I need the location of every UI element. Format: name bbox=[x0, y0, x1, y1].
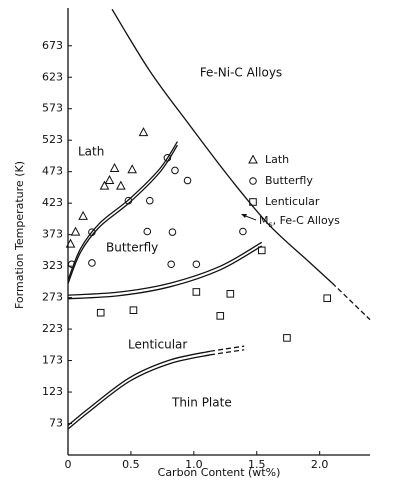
marker-circle bbox=[163, 154, 172, 162]
y-tick-label: 523 bbox=[42, 133, 63, 146]
boundary-curve bbox=[111, 8, 333, 284]
boundary-curve bbox=[67, 354, 211, 430]
legend-marker bbox=[248, 154, 258, 164]
y-tick-label: 673 bbox=[42, 39, 63, 52]
marker-circle bbox=[167, 260, 175, 269]
marker-circle bbox=[168, 228, 177, 236]
boundary-curve bbox=[67, 144, 179, 284]
marker-circle bbox=[88, 228, 96, 236]
boundary-curve bbox=[67, 141, 179, 281]
marker-square bbox=[226, 290, 235, 298]
marker-triangle bbox=[138, 127, 149, 137]
marker-triangle bbox=[78, 210, 88, 220]
legend-label: Lenticular bbox=[265, 195, 320, 208]
x-tick-label: 0.5 bbox=[122, 458, 140, 471]
boundary-curve bbox=[331, 282, 371, 321]
marker-square bbox=[96, 308, 105, 317]
x-tick-label: 1.5 bbox=[248, 458, 266, 471]
marker-triangle bbox=[116, 180, 126, 190]
annotation: Ms, Fe-C Alloys bbox=[259, 214, 340, 229]
marker-circle bbox=[183, 176, 192, 185]
y-tick-label: 573 bbox=[42, 102, 63, 115]
marker-triangle bbox=[127, 164, 138, 174]
x-tick-label: 0 bbox=[65, 458, 72, 471]
marker-triangle bbox=[109, 162, 120, 173]
y-tick-label: 173 bbox=[42, 354, 63, 367]
annotation-text: , Fe-C Alloys bbox=[273, 214, 341, 227]
marker-square bbox=[192, 288, 201, 296]
marker-square bbox=[283, 334, 291, 342]
y-tick-label: 223 bbox=[42, 322, 63, 335]
y-tick-label: 373 bbox=[42, 228, 63, 241]
y-axis-label: Formation Temperature (K) bbox=[13, 161, 26, 309]
y-tick-label: 473 bbox=[42, 165, 63, 178]
arrow-head bbox=[241, 214, 247, 218]
y-tick-label: 323 bbox=[42, 259, 63, 272]
legend-marker bbox=[249, 177, 257, 185]
y-tick-label: 73 bbox=[49, 417, 63, 430]
annotation-subscript: s bbox=[269, 220, 273, 229]
marker-circle bbox=[192, 260, 201, 269]
boundary-curve bbox=[67, 245, 263, 300]
region-label: Lenticular bbox=[128, 338, 187, 352]
chart-title: Fe-Ni-C Alloys bbox=[200, 66, 282, 80]
marker-square bbox=[323, 294, 332, 303]
boundary-curve bbox=[210, 349, 245, 356]
y-tick-label: 423 bbox=[42, 196, 63, 209]
marker-triangle bbox=[104, 174, 115, 185]
marker-triangle bbox=[70, 226, 81, 236]
marker-square bbox=[216, 312, 225, 320]
boundary-curve bbox=[210, 345, 245, 352]
marker-circle bbox=[143, 227, 152, 236]
x-axis-label: Carbon Content (wt%) bbox=[158, 466, 281, 479]
marker-circle bbox=[67, 260, 76, 269]
boundary-curve bbox=[67, 241, 263, 296]
marker-circle bbox=[88, 259, 96, 267]
x-tick-label: 2.0 bbox=[311, 458, 329, 471]
annotation-symbol: M bbox=[259, 214, 269, 227]
marker-triangle bbox=[99, 180, 110, 190]
boundary-curve bbox=[67, 350, 211, 427]
legend-label: Butterfly bbox=[265, 174, 313, 187]
y-tick-label: 623 bbox=[42, 70, 63, 83]
marker-circle bbox=[124, 196, 133, 205]
region-label: Butterfly bbox=[106, 241, 158, 255]
y-tick-label: 123 bbox=[42, 385, 63, 398]
region-label: Thin Plate bbox=[171, 396, 232, 410]
marker-circle bbox=[239, 227, 247, 236]
marker-circle bbox=[171, 166, 179, 175]
marker-square bbox=[129, 306, 138, 314]
y-tick-label: 273 bbox=[42, 291, 63, 304]
marker-triangle bbox=[65, 238, 76, 248]
x-tick-label: 1.0 bbox=[185, 458, 203, 471]
legend-label: Lath bbox=[265, 153, 289, 166]
marker-square bbox=[257, 246, 266, 255]
legend-marker bbox=[249, 198, 257, 206]
marker-circle bbox=[145, 196, 154, 205]
region-label: Lath bbox=[78, 145, 104, 159]
